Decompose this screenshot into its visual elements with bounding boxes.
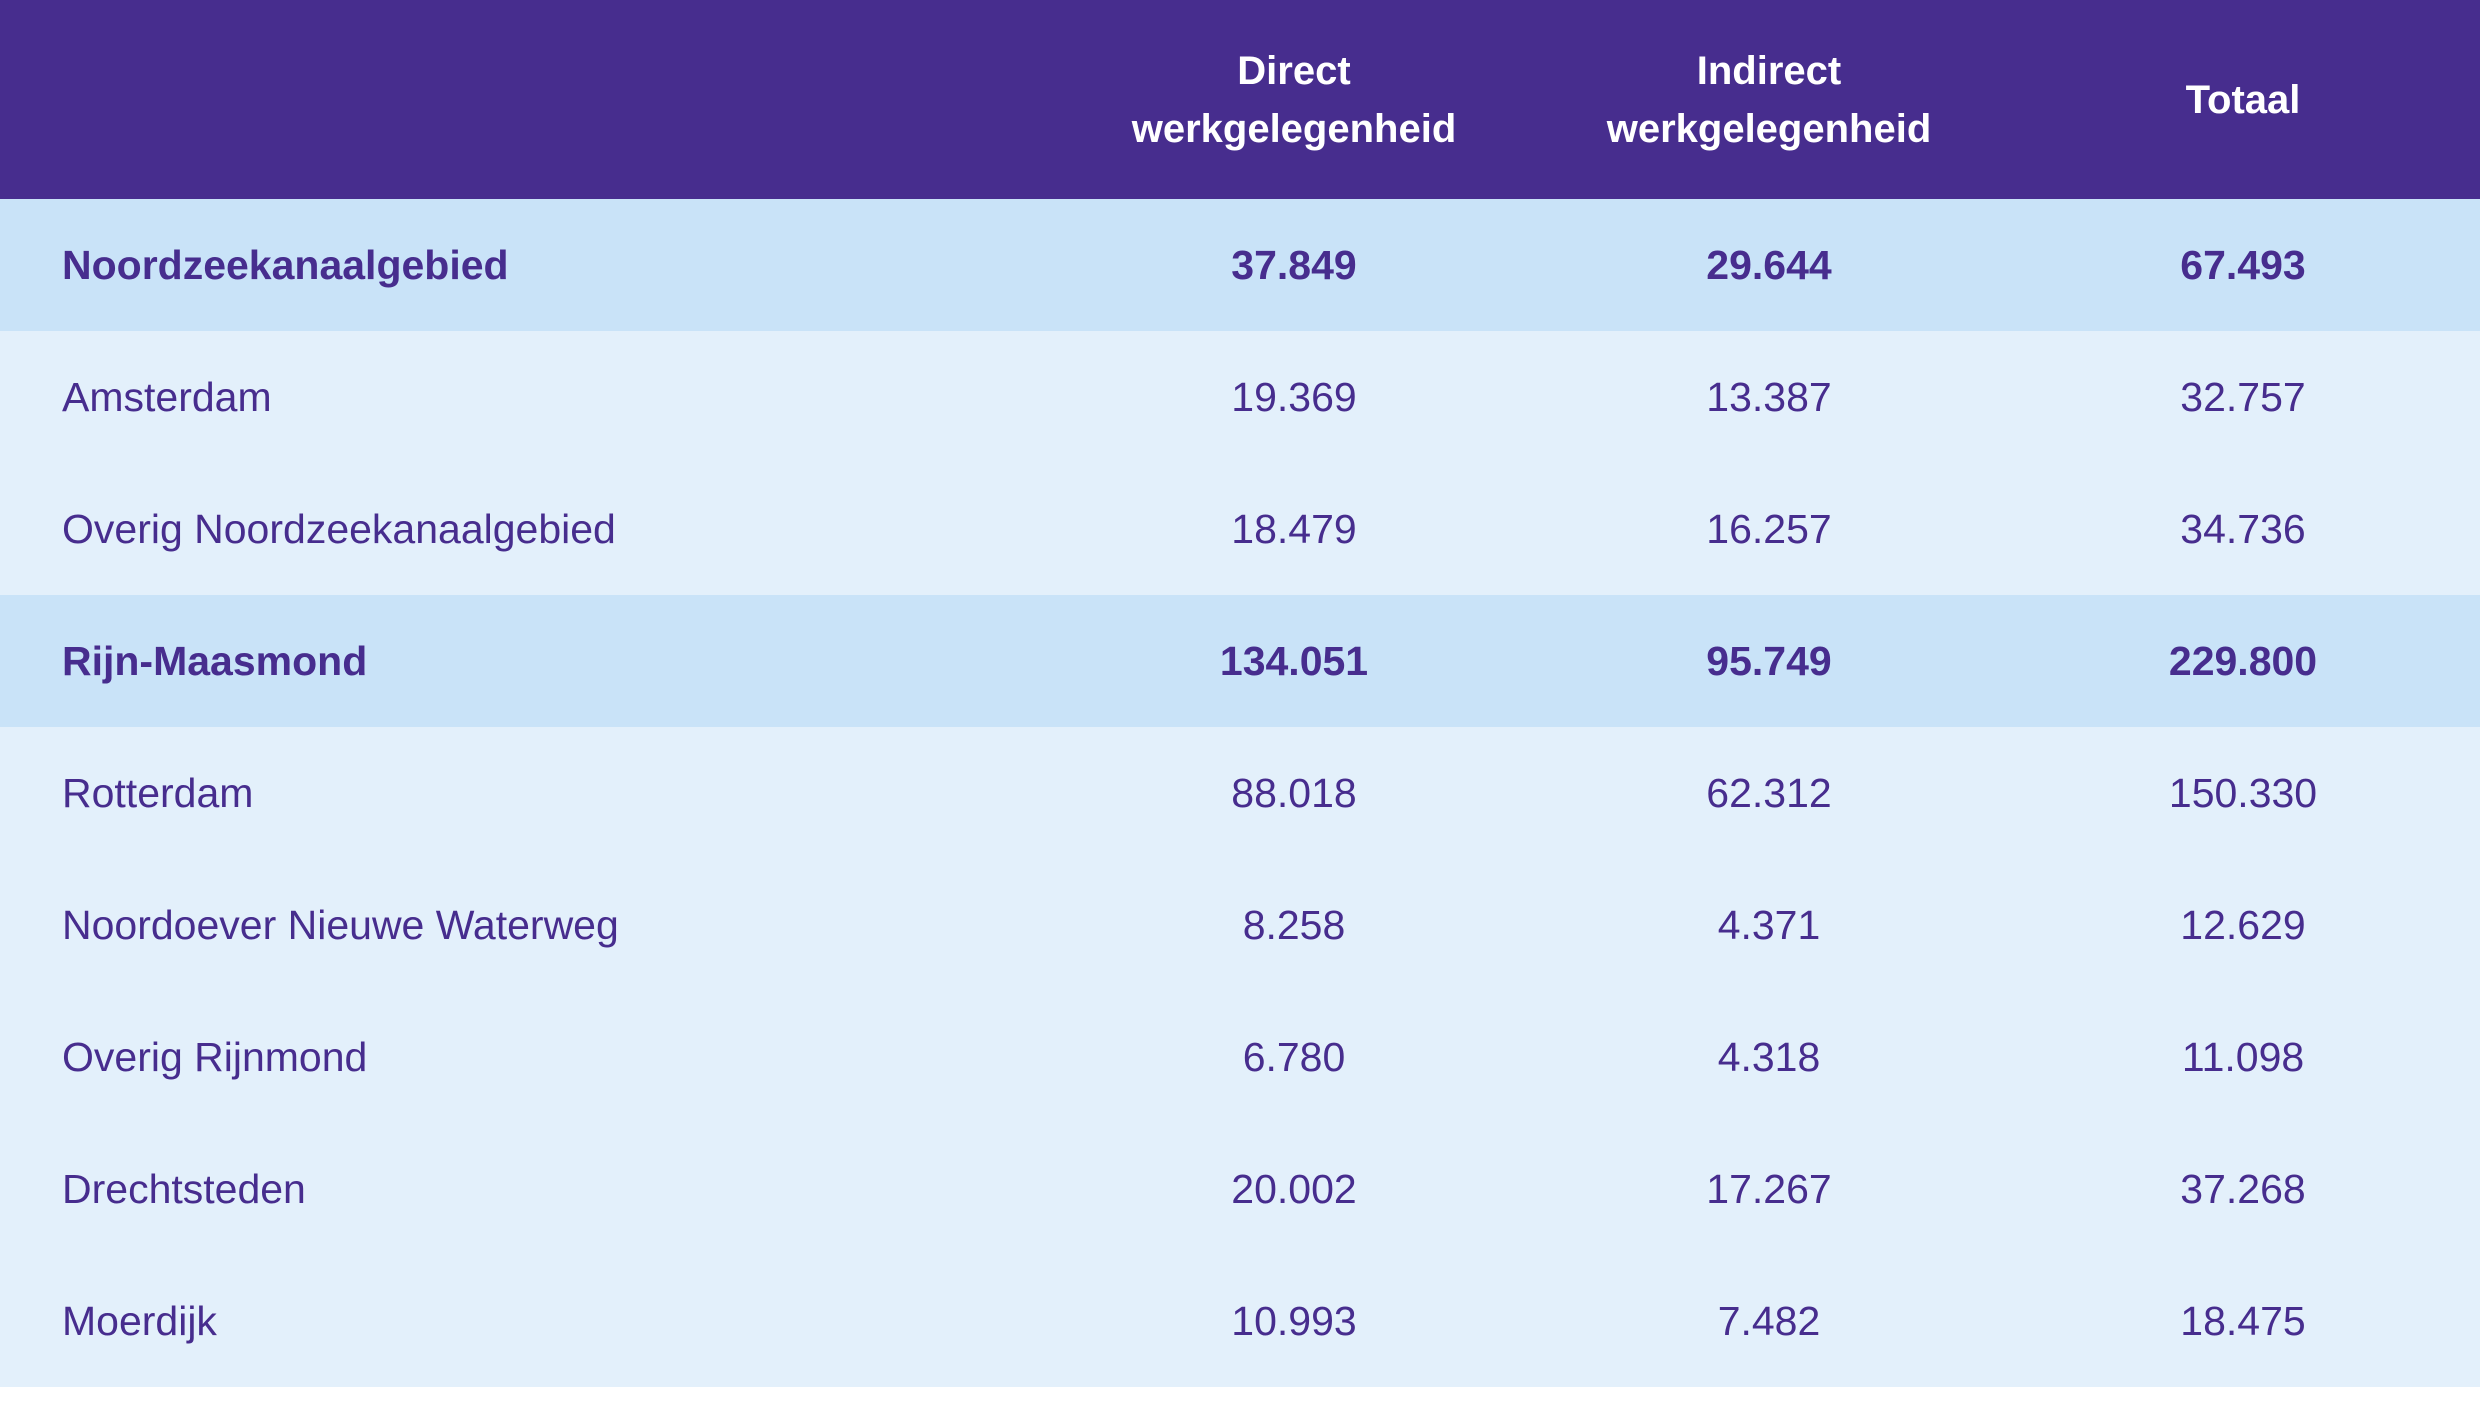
column-header-direct: Direct werkgelegenheid [1084, 0, 1504, 199]
table-row: Noordoever Nieuwe Waterweg 8.258 4.371 12.6… [0, 859, 2480, 991]
cell-total: 150.330 [2168, 769, 2318, 816]
cell-total: 18.475 [2180, 1297, 2306, 1344]
cell-indirect: 17.267 [1706, 1165, 1832, 1212]
row-label: Rijn-Maasmond [62, 637, 368, 684]
row-label: Rotterdam [62, 769, 254, 816]
row-label: Noordoever Nieuwe Waterweg [62, 901, 619, 948]
table-group-row: Rijn-Maasmond 134.051 95.749 229.800 [0, 595, 2480, 727]
cell-total: 37.268 [2180, 1165, 2306, 1212]
cell-indirect: 95.749 [1706, 637, 1832, 684]
table-row: Overig Rijnmond 6.780 4.318 11.098 [0, 991, 2480, 1123]
cell-indirect: 4.371 [1717, 901, 1821, 948]
cell-indirect: 16.257 [1706, 505, 1832, 552]
row-label: Overig Rijnmond [62, 1033, 368, 1080]
cell-indirect: 7.482 [1717, 1297, 1821, 1344]
cell-indirect: 13.387 [1706, 373, 1832, 420]
column-header-total-label: Totaal [2185, 77, 2301, 122]
cell-total: 11.098 [2181, 1033, 2305, 1080]
table-row: Moerdijk 10.993 7.482 18.475 [0, 1255, 2480, 1387]
cell-indirect: 29.644 [1706, 241, 1832, 288]
cell-total: 34.736 [2180, 505, 2306, 552]
cell-indirect: 4.318 [1717, 1033, 1821, 1080]
cell-total: 32.757 [2180, 373, 2306, 420]
column-header-indirect: Indirect werkgelegenheid [1559, 0, 1979, 199]
table-row: Overig Noordzeekanaalgebied 18.479 16.257 3… [0, 463, 2480, 595]
table-group-row: Noordzeekanaalgebied 37.849 29.644 67.493 [0, 199, 2480, 331]
table-row: Drechtsteden 20.002 17.267 37.268 [0, 1123, 2480, 1255]
row-label: Drechtsteden [62, 1165, 306, 1212]
cell-direct: 20.002 [1231, 1165, 1357, 1212]
cell-direct: 88.018 [1231, 769, 1357, 816]
column-header-indirect-label: Indirect werkgelegenheid [1606, 48, 1932, 151]
row-label: Overig Noordzeekanaalgebied [62, 505, 616, 552]
cell-direct: 134.051 [1219, 637, 1369, 684]
table-header: Direct werkgelegenheid Indirect werkgele… [0, 0, 2480, 199]
cell-direct: 37.849 [1231, 241, 1357, 288]
column-header-direct-label: Direct werkgelegenheid [1131, 48, 1457, 151]
cell-direct: 8.258 [1242, 901, 1346, 948]
cell-indirect: 62.312 [1706, 769, 1832, 816]
cell-total: 229.800 [2168, 637, 2318, 684]
table-row: Amsterdam 19.369 13.387 32.757 [0, 331, 2480, 463]
cell-direct: 6.780 [1242, 1033, 1346, 1080]
cell-total: 12.629 [2180, 901, 2306, 948]
row-label: Noordzeekanaalgebied [62, 241, 509, 288]
table-row: Rotterdam 88.018 62.312 150.330 [0, 727, 2480, 859]
row-label: Moerdijk [62, 1297, 217, 1344]
cell-total: 67.493 [2180, 241, 2306, 288]
cell-direct: 19.369 [1231, 373, 1357, 420]
cell-direct: 10.993 [1231, 1297, 1357, 1344]
row-label: Amsterdam [62, 373, 272, 420]
cell-direct: 18.479 [1231, 505, 1357, 552]
column-header-total: Totaal [2033, 0, 2453, 199]
